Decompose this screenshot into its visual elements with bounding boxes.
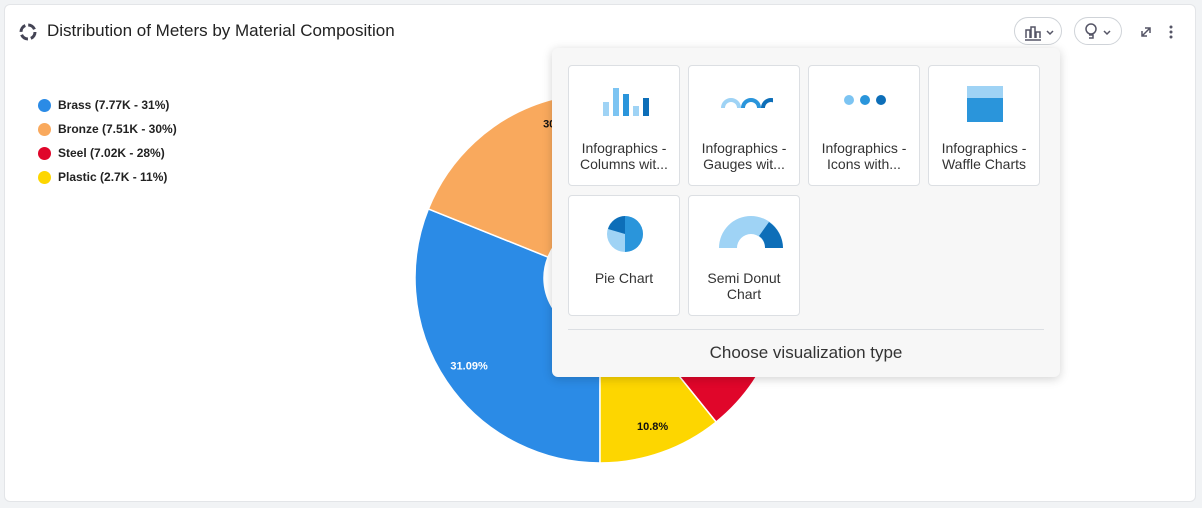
viz-option[interactable]: Infographics - Icons with...: [808, 65, 920, 186]
data-label: 31.09%: [450, 360, 488, 372]
icon: [719, 216, 783, 248]
viz-icon: [959, 82, 1013, 131]
legend-item: Bronze (7.51K - 30%): [38, 117, 177, 141]
insights-button[interactable]: [1074, 17, 1122, 45]
viz-option[interactable]: Semi Donut Chart: [688, 195, 800, 316]
legend-label: Plastic (2.7K - 11%): [58, 170, 168, 184]
divider: [568, 329, 1044, 330]
viz-label: Pie Chart: [594, 270, 654, 286]
viz-label: Infographics - Columns wit...: [580, 140, 668, 172]
icon: [721, 98, 781, 109]
viz-icon: [839, 82, 893, 131]
legend-item: Brass (7.77K - 31%): [38, 93, 177, 117]
legend-swatch: [38, 146, 51, 160]
viz-label: Infographics - Icons with...: [821, 140, 907, 172]
viz-icon: [719, 82, 781, 131]
legend-swatch: [38, 122, 51, 136]
legend-item: Steel (7.02K - 28%): [38, 141, 177, 165]
viz-option[interactable]: Infographics - Gauges wit...: [688, 65, 800, 186]
icon: [844, 95, 886, 105]
icon: [607, 216, 643, 252]
legend-item: Plastic (2.7K - 11%): [38, 165, 177, 189]
widget-title: Distribution of Meters by Material Compo…: [47, 21, 395, 40]
legend-swatch: [38, 98, 51, 112]
legend-label: Brass (7.77K - 31%): [58, 98, 170, 112]
widget-icon: [19, 23, 37, 41]
chart-type-button[interactable]: [1014, 17, 1062, 45]
viz-icon: [719, 212, 783, 261]
viz-option[interactable]: Infographics - Waffle Charts: [928, 65, 1040, 186]
visualization-popup: Infographics - Columns wit... Infographic…: [552, 48, 1060, 377]
viz-option[interactable]: Pie Chart: [568, 195, 680, 316]
viz-label: Infographics - Waffle Charts: [941, 140, 1027, 172]
more-menu[interactable]: [1169, 25, 1173, 39]
legend: Brass (7.77K - 31%) Bronze (7.51K - 30%) S…: [38, 93, 177, 189]
viz-icon: [599, 82, 649, 131]
legend-label: Bronze (7.51K - 30%): [58, 122, 177, 136]
viz-label: Infographics - Gauges wit...: [701, 140, 787, 172]
viz-option[interactable]: Infographics - Columns wit...: [568, 65, 680, 186]
data-label: 10.8%: [637, 421, 668, 433]
icon: [967, 86, 1003, 122]
legend-swatch: [38, 170, 51, 184]
viz-icon: [599, 212, 653, 261]
popup-footer: Choose visualization type: [709, 343, 903, 362]
icon: [603, 88, 649, 116]
viz-label: Semi Donut Chart: [707, 270, 781, 302]
legend-label: Steel (7.02K - 28%): [58, 146, 165, 160]
